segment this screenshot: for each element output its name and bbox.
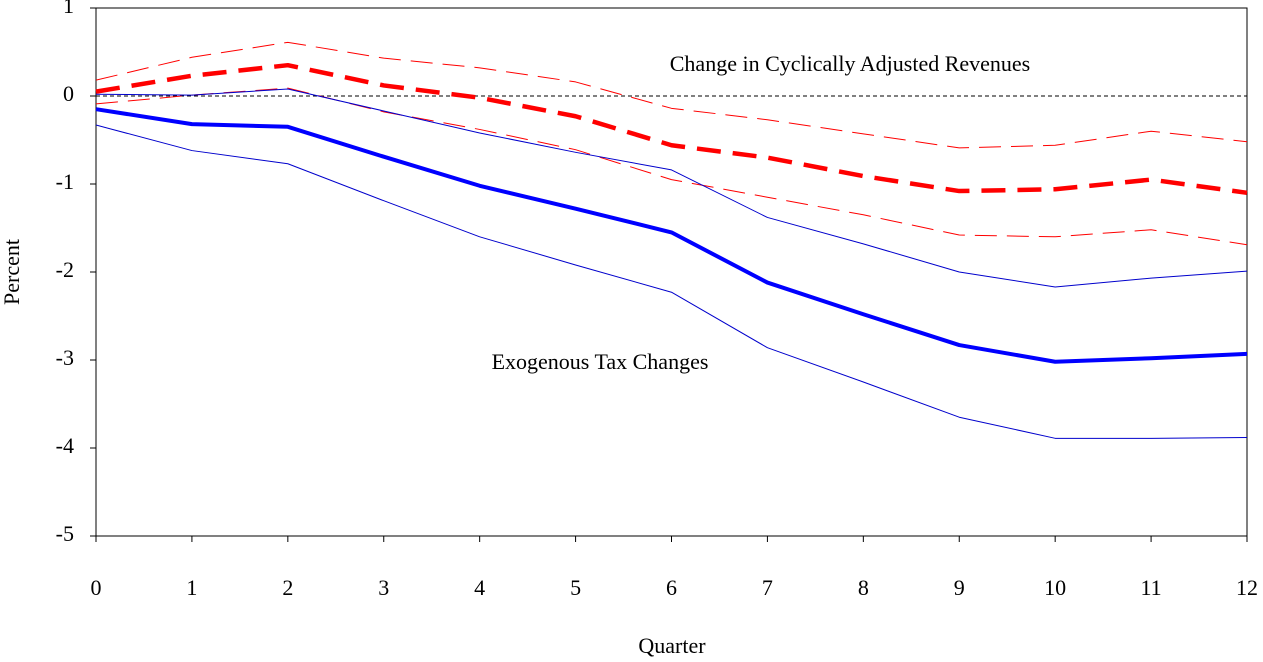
x-tick-label: 1 [186,575,197,600]
y-tick-label: -3 [56,345,74,370]
x-tick-label: 12 [1236,575,1258,600]
series-line [95,88,1248,288]
plot-frame [95,7,1248,537]
x-tick-label: 7 [762,575,773,600]
y-axis-label: Percent [0,239,24,305]
series-line [95,87,1248,246]
y-tick-label: 1 [63,0,74,18]
x-tick-label: 10 [1044,575,1066,600]
series-line [95,41,1248,149]
y-tick-label: -2 [56,257,74,282]
y-tick-label: -5 [56,521,74,546]
x-tick-label: 8 [858,575,869,600]
y-tick-label: 0 [63,81,74,106]
x-tick-label: 4 [474,575,485,600]
x-tick-label: 2 [282,575,293,600]
x-tick-label: 3 [378,575,389,600]
x-tick-label: 11 [1140,575,1161,600]
annotation: Exogenous Tax Changes [492,349,709,374]
y-tick-label: -1 [56,169,74,194]
x-tick-label: 0 [91,575,102,600]
x-tick-label: 5 [570,575,581,600]
y-tick-label: -4 [56,433,74,458]
x-axis-label: Quarter [638,633,706,658]
series-line [95,62,1248,196]
series-line [95,124,1248,439]
annotation: Change in Cyclically Adjusted Revenues [670,51,1031,76]
series-line [95,107,1248,364]
x-tick-label: 9 [954,575,965,600]
x-tick-label: 6 [666,575,677,600]
